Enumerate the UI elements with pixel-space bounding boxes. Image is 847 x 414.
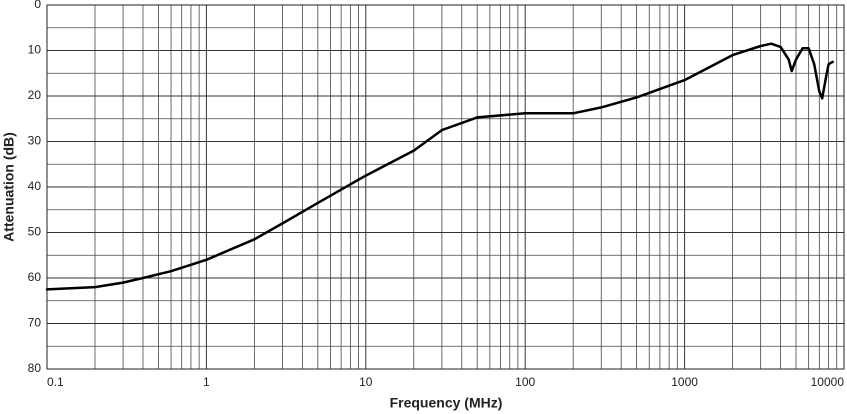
x-tick-label: 1000	[671, 375, 698, 389]
y-tick-label: 30	[28, 134, 42, 148]
y-tick-label: 40	[28, 179, 42, 193]
y-tick-label: 50	[28, 225, 42, 239]
y-tick-label: 60	[28, 270, 42, 284]
data-line	[45, 42, 834, 291]
plot-border	[46, 4, 845, 370]
y-tick-label: 0	[34, 0, 41, 11]
y-tick-label: 80	[28, 361, 42, 375]
x-tick-label: 10000	[811, 375, 845, 389]
y-axis-title: Attenuation (dB)	[1, 132, 17, 242]
x-tick-label: 1	[203, 375, 210, 389]
x-tick-label: 100	[515, 375, 535, 389]
x-tick-label: 10	[359, 375, 373, 389]
x-axis-title: Frequency (MHz)	[390, 395, 503, 411]
x-tick-label: 0.1	[47, 375, 64, 389]
y-tick-label: 20	[28, 88, 42, 102]
y-tick-label: 70	[28, 316, 42, 330]
y-tick-label: 10	[28, 43, 42, 57]
